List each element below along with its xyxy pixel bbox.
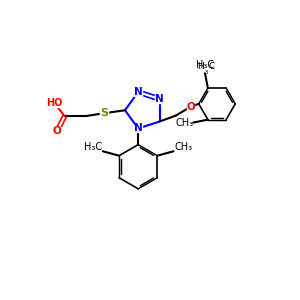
- Text: O: O: [53, 126, 62, 136]
- Text: H₃C: H₃C: [196, 60, 214, 70]
- Bar: [54, 127, 61, 134]
- Text: S: S: [100, 108, 108, 118]
- Text: H₃C: H₃C: [84, 142, 103, 152]
- Bar: [134, 88, 142, 96]
- Bar: [134, 125, 142, 132]
- Text: N: N: [134, 87, 142, 97]
- Bar: [187, 103, 194, 110]
- Text: O: O: [186, 102, 195, 112]
- Text: CH₃: CH₃: [176, 118, 194, 128]
- Bar: [48, 99, 60, 106]
- Text: N: N: [155, 94, 164, 104]
- Text: N: N: [134, 124, 142, 134]
- Text: ₃: ₃: [204, 67, 208, 76]
- Bar: [155, 95, 164, 103]
- Text: H: H: [197, 62, 203, 71]
- Bar: [100, 109, 109, 117]
- Text: CH₃: CH₃: [175, 142, 193, 152]
- Text: HO: HO: [46, 98, 62, 108]
- Text: C: C: [208, 62, 215, 71]
